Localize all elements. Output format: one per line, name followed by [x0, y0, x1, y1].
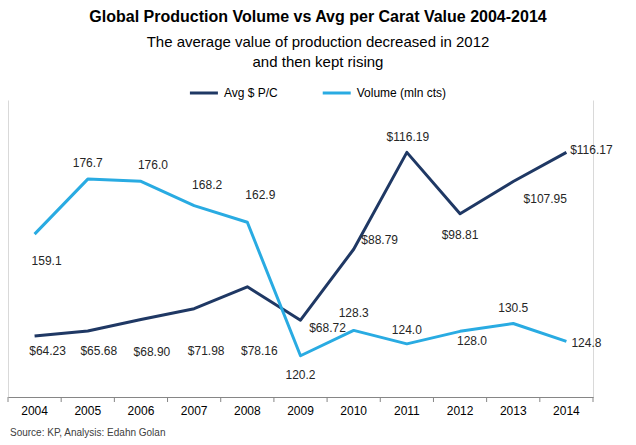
x-axis: 2004 2005 2006 2007 2008 2009 2010 2011 2012 2013… [8, 397, 594, 418]
data-label: 120.2 [285, 368, 315, 382]
category-divider [327, 397, 328, 402]
x-tick: 2009 [287, 397, 314, 418]
data-label: $116.19 [387, 130, 430, 144]
data-label: $64.23 [29, 344, 66, 358]
data-label: 124.0 [392, 323, 422, 337]
subtitle: The average value of production decrease… [147, 33, 490, 70]
data-label: $98.81 [442, 228, 479, 242]
x-tick: 2005 [74, 397, 101, 418]
data-label: 176.7 [73, 156, 103, 170]
chart-container: Global Production Volume vs Avg per Cara… [0, 0, 636, 445]
x-tick: 2011 [394, 397, 420, 418]
tick-label: 2012 [447, 404, 474, 418]
x-tick: 2004 [21, 397, 48, 418]
data-labels: $64.23 $65.68 $68.90 $71.98 $78.16 $68.72 $88.… [29, 130, 613, 381]
tick-label: 2011 [394, 404, 420, 418]
tick-label: 2007 [181, 404, 208, 418]
legend-swatch [323, 92, 351, 95]
category-divider [220, 397, 221, 402]
data-label: $68.72 [309, 321, 346, 335]
y-axis [8, 101, 9, 398]
subtitle-line: The average value of production decrease… [147, 33, 490, 50]
data-label: $88.79 [361, 233, 398, 247]
data-label: $65.68 [80, 344, 117, 358]
tick-label: 2008 [234, 404, 261, 418]
legend-item: Volume (mln cts) [323, 86, 446, 100]
data-label: $78.16 [241, 344, 278, 358]
category-divider [114, 397, 115, 402]
tick-label: 2009 [287, 404, 314, 418]
x-tick: 2008 [234, 397, 261, 418]
tick-label: 2006 [128, 404, 155, 418]
legend-label: Volume (mln cts) [357, 86, 446, 100]
data-label: 176.0 [138, 158, 168, 172]
tick-label: 2005 [74, 404, 101, 418]
legend-swatch [190, 92, 218, 95]
tick-label: 2010 [340, 404, 367, 418]
x-tick: 2007 [181, 397, 208, 418]
category-divider [486, 397, 487, 402]
line-series [35, 179, 567, 356]
x-tick: 2006 [128, 397, 155, 418]
title: Global Production Volume vs Avg per Cara… [89, 8, 546, 25]
x-tick: 2012 [447, 397, 474, 418]
x-tick: 2014 [553, 397, 580, 418]
legend-item: Avg $ P/C [190, 86, 278, 100]
data-label: 168.2 [192, 178, 222, 192]
data-label: 130.5 [498, 301, 528, 315]
category-divider [167, 397, 168, 402]
data-label: 162.9 [245, 188, 275, 202]
chart-svg: Global Production Volume vs Avg per Cara… [0, 0, 636, 445]
tick-label: 2014 [553, 404, 580, 418]
data-label: $68.90 [134, 345, 171, 359]
data-label: 128.0 [457, 334, 487, 348]
data-label: 128.3 [339, 306, 369, 320]
tick-label: 2004 [21, 404, 48, 418]
source: Source: KP, Analysis: Edahn Golan [10, 427, 165, 438]
x-tick: 2013 [500, 397, 527, 418]
legend: Avg $ P/C Volume (mln cts) [190, 86, 446, 100]
data-label: $107.95 [524, 192, 568, 206]
data-label: 159.1 [32, 254, 62, 268]
category-divider [433, 397, 434, 402]
category-divider [8, 397, 9, 402]
category-divider [380, 397, 381, 402]
legend-label: Avg $ P/C [224, 86, 278, 100]
data-label: 124.8 [571, 336, 601, 350]
data-label: $71.98 [188, 344, 225, 358]
axis-line [9, 397, 594, 398]
x-tick: 2010 [340, 397, 367, 418]
tick-label: 2013 [500, 404, 527, 418]
subtitle-line: and then kept rising [253, 53, 384, 70]
data-label: $116.17 [570, 143, 613, 157]
category-divider [593, 397, 594, 402]
category-divider [539, 397, 540, 402]
category-divider [273, 397, 274, 402]
category-divider [61, 397, 62, 402]
axis-line [8, 101, 9, 398]
plot-marks [35, 152, 567, 355]
